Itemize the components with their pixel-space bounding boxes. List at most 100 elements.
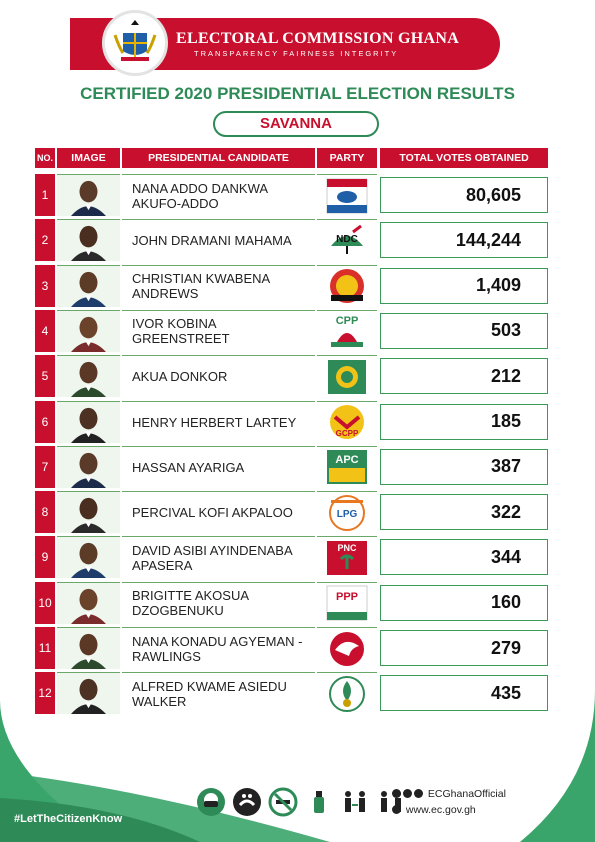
twitter-icon <box>414 789 423 798</box>
table-row: 11 NANA KONADU AGYEMAN - RAWLINGS 279 <box>35 627 548 669</box>
row-number: 8 <box>35 491 55 534</box>
candidate-photo <box>57 536 120 579</box>
party-cell <box>317 627 377 669</box>
party-cell: CPP <box>317 309 377 352</box>
table-row: 5 AKUA DONKOR 212 <box>35 355 548 398</box>
table-row: 3 CHRISTIAN KWABENA ANDREWS 1,409 <box>35 264 548 307</box>
row-number: 6 <box>35 400 55 443</box>
candidate-name: HASSAN AYARIGA <box>122 445 315 488</box>
row-number: 10 <box>35 581 55 624</box>
column-header-votes: TOTAL VOTES OBTAINED <box>380 148 548 168</box>
vote-count: 160 <box>380 584 548 621</box>
header-title: ELECTORAL COMMISSION GHANA <box>176 30 460 47</box>
row-number: 3 <box>35 264 55 307</box>
svg-text:CPP: CPP <box>336 315 359 327</box>
npp-elephant-icon <box>326 178 368 213</box>
row-number: 1 <box>35 174 55 216</box>
vote-count: 344 <box>380 539 548 576</box>
party-cell: PNC <box>317 536 377 579</box>
candidate-photo <box>57 309 120 352</box>
gum-logo-icon <box>330 269 364 304</box>
globe-icon <box>392 805 401 814</box>
column-header-candidate: PRESIDENTIAL CANDIDATE <box>122 148 315 168</box>
svg-text:GCPP: GCPP <box>336 429 359 438</box>
lpg-logo-icon: LPG <box>329 494 365 531</box>
svg-text:APC: APC <box>335 454 358 466</box>
party-cell <box>317 355 377 398</box>
column-header-no: NO. <box>35 148 55 168</box>
vote-count: 322 <box>380 494 548 531</box>
candidate-name: PERCIVAL KOFI AKPALOO <box>122 491 315 534</box>
vote-count: 144,244 <box>380 222 548 259</box>
candidate-photo <box>57 264 120 307</box>
row-number: 7 <box>35 445 55 488</box>
gfp-logo-icon <box>328 359 366 394</box>
party-cell <box>317 174 377 216</box>
ppp-logo-icon: PPP <box>326 585 368 621</box>
vote-count: 185 <box>380 403 548 440</box>
svg-text:NDC: NDC <box>336 234 358 245</box>
vote-count: 435 <box>380 675 548 712</box>
handwash-icon <box>233 788 261 816</box>
independent-logo-icon <box>329 675 365 712</box>
candidate-name: ALFRED KWAME ASIEDU WALKER <box>122 672 315 715</box>
website-link: www.ec.gov.gh <box>405 804 476 816</box>
column-header-party: PARTY <box>317 148 377 168</box>
social-distance-icon <box>345 791 365 812</box>
table-row: 4 IVOR KOBINA GREENSTREET CPP 503 <box>35 309 548 352</box>
party-cell: PPP <box>317 581 377 624</box>
table-row: 7 HASSAN AYARIGA APC 387 <box>35 445 548 488</box>
ndc-umbrella-icon: NDC <box>331 224 363 254</box>
table-row: 10 BRIGITTE AKOSUA DZOGBENUKU PPP 160 <box>35 581 548 624</box>
party-cell: LPG <box>317 491 377 534</box>
party-cell <box>317 672 377 715</box>
website-row[interactable]: www.ec.gov.gh <box>392 802 506 818</box>
vote-count: 212 <box>380 358 548 395</box>
party-cell: NDC <box>317 219 377 262</box>
pnc-logo-icon: PNC <box>327 540 367 575</box>
row-number: 4 <box>35 309 55 352</box>
region-badge: SAVANNA <box>213 111 379 137</box>
candidate-name: BRIGITTE AKOSUA DZOGBENUKU <box>122 581 315 624</box>
party-cell: GCPP <box>317 400 377 443</box>
table-row: 2 JOHN DRAMANI MAHAMA NDC 144,244 <box>35 219 548 262</box>
covid-safety-icons <box>196 787 406 817</box>
hashtag-text: #LetTheCitizenKnow <box>14 813 123 825</box>
column-header-image: IMAGE <box>57 148 120 168</box>
candidate-name: NANA KONADU AGYEMAN - RAWLINGS <box>122 627 315 669</box>
social-handle-row[interactable]: ECGhanaOfficial <box>392 786 506 802</box>
candidate-photo <box>57 672 120 715</box>
candidate-photo <box>57 445 120 488</box>
page-title: CERTIFIED 2020 PRESIDENTIAL ELECTION RES… <box>80 84 515 103</box>
cpp-cockerel-icon: CPP <box>331 315 363 348</box>
row-number: 9 <box>35 536 55 579</box>
candidate-name: AKUA DONKOR <box>122 355 315 398</box>
row-number: 11 <box>35 627 55 669</box>
candidate-name: IVOR KOBINA GREENSTREET <box>122 309 315 352</box>
vote-count: 80,605 <box>380 177 548 213</box>
ndp-dove-icon <box>330 631 364 666</box>
table-row: 8 PERCIVAL KOFI AKPALOO LPG 322 <box>35 491 548 534</box>
vote-count: 503 <box>380 312 548 349</box>
candidate-photo <box>57 219 120 262</box>
table-row: 9 DAVID ASIBI AYINDENABA APASERA PNC 344 <box>35 536 548 579</box>
candidate-photo <box>57 627 120 669</box>
candidate-photo <box>57 174 120 216</box>
instagram-icon <box>403 789 412 798</box>
row-number: 5 <box>35 355 55 398</box>
table-row: 1 NANA ADDO DANKWA AKUFO-ADDO 80,605 <box>35 174 548 216</box>
vote-count: 1,409 <box>380 267 548 304</box>
facebook-icon <box>392 789 401 798</box>
party-cell: APC <box>317 445 377 488</box>
candidate-photo <box>57 491 120 534</box>
no-handshake-icon <box>268 787 298 817</box>
candidate-photo <box>57 355 120 398</box>
row-number: 12 <box>35 672 55 715</box>
svg-text:PPP: PPP <box>336 591 358 603</box>
vote-count: 279 <box>380 630 548 666</box>
header-tagline: TRANSPARENCY FAIRNESS INTEGRITY <box>194 49 399 58</box>
vote-count: 387 <box>380 448 548 485</box>
candidate-name: HENRY HERBERT LARTEY <box>122 400 315 443</box>
table-row: 6 HENRY HERBERT LARTEY GCPP 185 <box>35 400 548 443</box>
apc-logo-icon: APC <box>327 450 367 485</box>
